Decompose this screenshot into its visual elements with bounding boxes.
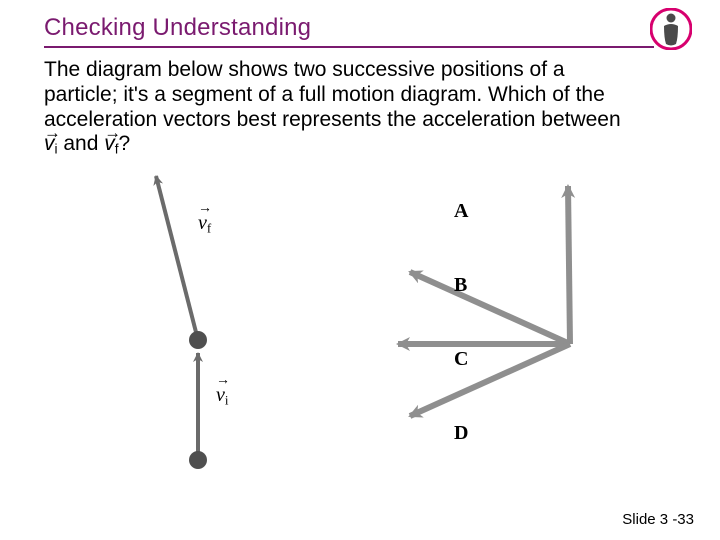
vi-sub: i xyxy=(55,142,58,157)
vector-arrow-icon: → xyxy=(104,123,121,143)
option-label-a: A xyxy=(454,200,468,223)
option-label-b: B xyxy=(454,274,467,297)
motion-diagram: → vi → vf A B C D xyxy=(80,164,640,494)
vf-symbol: → vf xyxy=(104,132,118,158)
title-text: Checking Understanding xyxy=(44,14,311,41)
page-title: Checking Understanding xyxy=(44,14,311,42)
q-and: and xyxy=(58,132,105,155)
vector-arrow-icon: → xyxy=(216,373,230,389)
slide-number-text: Slide 3 -33 xyxy=(622,511,694,528)
title-underline xyxy=(44,46,654,48)
option-label-c: C xyxy=(454,348,468,371)
q-line3: acceleration vectors best represents the… xyxy=(44,108,621,131)
vf-sub: f xyxy=(115,142,119,157)
vi-symbol: → vi xyxy=(44,132,58,158)
vector-arrow-icon: → xyxy=(198,201,212,217)
q-line2: particle; it's a segment of a full motio… xyxy=(44,83,605,106)
vector-arrow-icon: → xyxy=(44,123,61,143)
vi-label-sub: i xyxy=(225,392,229,407)
slide-number: Slide 3 -33 xyxy=(622,511,694,528)
vf-label: → vf xyxy=(198,212,211,236)
brand-logo xyxy=(650,8,692,50)
vi-label: → vi xyxy=(216,384,229,408)
vf-label-sub: f xyxy=(207,220,211,235)
question-text: The diagram below shows two successive p… xyxy=(44,58,664,158)
q-line1: The diagram below shows two successive p… xyxy=(44,58,565,81)
option-label-d: D xyxy=(454,422,468,445)
